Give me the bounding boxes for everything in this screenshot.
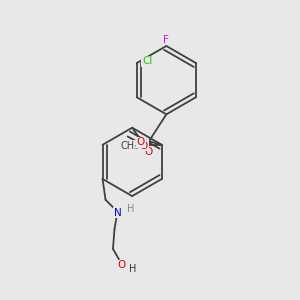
Text: H: H: [129, 264, 136, 274]
Text: F: F: [164, 34, 169, 44]
Text: O: O: [144, 147, 153, 157]
Text: O: O: [140, 141, 148, 151]
Text: H: H: [127, 204, 134, 214]
Text: O: O: [137, 137, 145, 147]
Text: CH₃: CH₃: [121, 141, 139, 151]
Text: N: N: [114, 208, 121, 218]
Text: Cl: Cl: [142, 56, 152, 66]
Text: O: O: [117, 260, 125, 270]
